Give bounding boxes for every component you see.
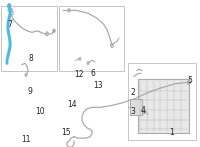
Text: 13: 13 bbox=[93, 81, 103, 90]
Text: 7: 7 bbox=[8, 20, 12, 30]
Text: 14: 14 bbox=[67, 100, 77, 109]
Circle shape bbox=[87, 62, 89, 65]
Text: 10: 10 bbox=[35, 107, 45, 116]
FancyBboxPatch shape bbox=[138, 79, 188, 133]
Text: 11: 11 bbox=[21, 135, 31, 144]
Text: 8: 8 bbox=[29, 54, 33, 63]
Text: 3: 3 bbox=[131, 107, 135, 116]
Circle shape bbox=[8, 4, 11, 8]
FancyBboxPatch shape bbox=[130, 99, 142, 115]
Text: 1: 1 bbox=[170, 128, 174, 137]
Text: 4: 4 bbox=[141, 106, 145, 115]
Text: 6: 6 bbox=[91, 69, 95, 78]
Text: 9: 9 bbox=[28, 87, 32, 96]
Text: 2: 2 bbox=[131, 88, 135, 97]
Circle shape bbox=[53, 29, 55, 32]
Text: 5: 5 bbox=[188, 76, 192, 85]
Circle shape bbox=[25, 74, 27, 76]
Circle shape bbox=[68, 9, 70, 12]
Text: 15: 15 bbox=[61, 128, 71, 137]
Text: 12: 12 bbox=[74, 70, 84, 80]
Circle shape bbox=[79, 57, 81, 60]
